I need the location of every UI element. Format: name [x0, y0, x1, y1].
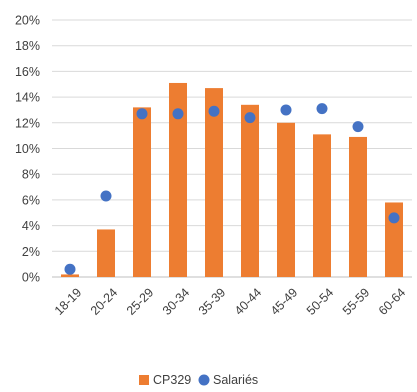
y-tick-label: 16%: [15, 65, 40, 79]
point-salaries: [137, 108, 148, 119]
x-tick-label: 50-54: [304, 285, 337, 318]
y-tick-label: 2%: [22, 245, 40, 259]
y-tick-label: 0%: [22, 271, 40, 285]
legend-swatch-cp329: [139, 375, 149, 385]
legend-label-salaries: Salariés: [213, 373, 258, 387]
bar-cp329: [313, 134, 331, 277]
y-tick-label: 20%: [15, 14, 40, 28]
point-salaries: [281, 104, 292, 115]
bar-cp329: [349, 137, 367, 277]
point-salaries: [173, 108, 184, 119]
bar-cp329: [277, 123, 295, 277]
y-tick-label: 18%: [15, 39, 40, 53]
y-tick-label: 6%: [22, 193, 40, 207]
legend-label-cp329: CP329: [153, 373, 191, 387]
x-tick-label: 25-29: [124, 285, 157, 318]
legend: CP329 Salariés: [139, 373, 258, 387]
x-tick-label: 20-24: [88, 285, 121, 318]
x-tick-label: 18-19: [52, 285, 85, 318]
y-tick-label: 8%: [22, 168, 40, 182]
x-tick-label: 35-39: [196, 285, 229, 318]
point-salaries: [353, 121, 364, 132]
point-salaries: [65, 264, 76, 275]
y-tick-label: 12%: [15, 116, 40, 130]
y-tick-label: 14%: [15, 91, 40, 105]
legend-swatch-salaries: [199, 375, 210, 386]
bar-cp329: [97, 229, 115, 277]
cp329-bars: [61, 83, 403, 277]
point-salaries: [317, 103, 328, 114]
x-tick-label: 30-34: [160, 285, 193, 318]
bar-cp329: [61, 274, 79, 277]
x-tick-label: 45-49: [268, 285, 301, 318]
x-tick-label: 55-59: [340, 285, 373, 318]
x-tick-label: 40-44: [232, 285, 265, 318]
x-axis-tick-labels: 18-19 20-24 25-29 30-34 35-39 40-44 45-49 50-54…: [52, 285, 409, 318]
x-tick-label: 60-64: [376, 285, 409, 318]
y-tick-label: 10%: [15, 142, 40, 156]
bar-cp329: [241, 105, 259, 277]
y-tick-label: 4%: [22, 219, 40, 233]
point-salaries: [389, 212, 400, 223]
y-axis-tick-labels: 0% 2% 4% 6% 8% 10% 12% 14% 16% 18% 20%: [15, 14, 40, 285]
point-salaries: [209, 106, 220, 117]
bar-cp329: [133, 107, 151, 277]
point-salaries: [101, 191, 112, 202]
point-salaries: [245, 112, 256, 123]
